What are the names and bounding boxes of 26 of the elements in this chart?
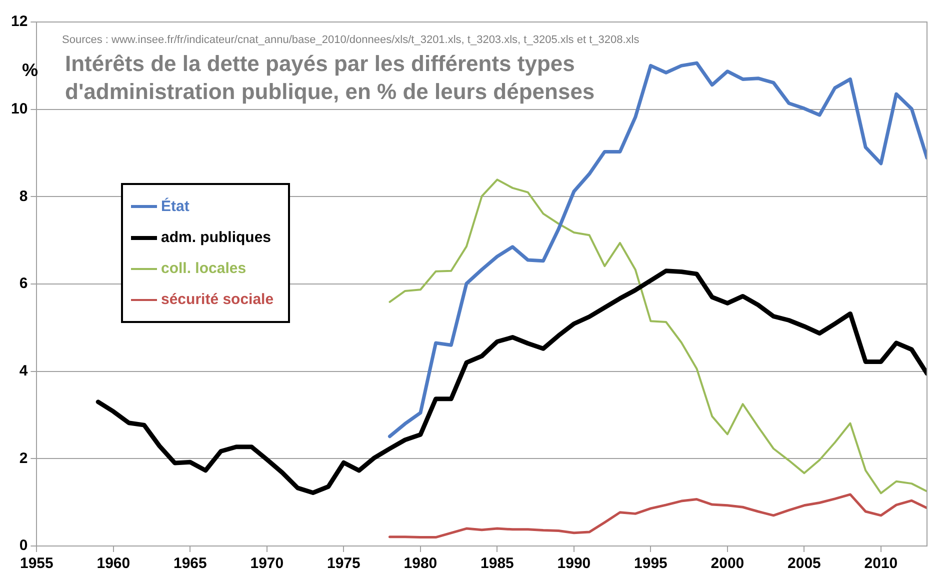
y-tick-label: 6 (19, 275, 28, 292)
x-tick-label: 1990 (557, 555, 591, 572)
y-tick-label: 4 (19, 362, 28, 380)
x-tick-label: 1980 (404, 555, 438, 572)
y-tick-label: 2 (19, 450, 28, 467)
x-tick-label: 1975 (327, 555, 360, 572)
legend-label: sécurité sociale (161, 291, 274, 308)
x-tick-label: 1970 (250, 555, 284, 572)
annotation: Sources : www.insee.fr/fr/indicateur/cnat_annu/base_2010/donnees/xls/t_3201.xls, t_3203.xls, t_3205.xls et t_3208.xls (62, 34, 640, 46)
y-tick-label: 8 (19, 188, 28, 205)
y-tick-label: 10 (10, 100, 28, 118)
legend-label: adm. publiques (161, 229, 272, 246)
x-tick-label: 2010 (864, 555, 898, 572)
x-tick-label: 2005 (788, 555, 821, 572)
x-tick-label: 1995 (634, 555, 668, 572)
y-tick-label: 12 (10, 13, 28, 30)
x-tick-label: 1955 (20, 555, 54, 572)
y-tick-label: 0 (19, 537, 28, 554)
text: Intérêts de la dette payés par les différents types d'administration publique, en % de leurs dépenses (65, 50, 596, 106)
x-tick-label: 1960 (96, 555, 130, 572)
y-axis-title: % (22, 60, 38, 81)
legend-label: coll. locales (161, 260, 246, 277)
x-tick-label: 1965 (174, 555, 207, 572)
x-tick-label: 2000 (710, 555, 744, 572)
x-tick-label: 1985 (480, 555, 514, 572)
legend-label: État (161, 198, 190, 215)
